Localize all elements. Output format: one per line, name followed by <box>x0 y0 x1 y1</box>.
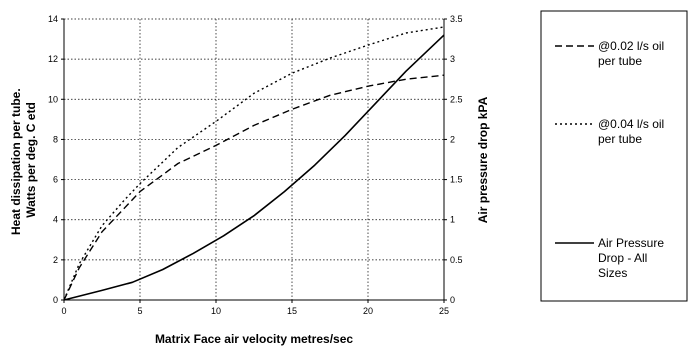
legend-label-3: Drop - All <box>598 251 647 265</box>
y-left-title-line-2: Watts per deg. C etd <box>24 102 38 218</box>
y-right-tick-label: 0 <box>450 295 455 305</box>
y-left-title-line-1: Heat dissipation per tube. <box>9 88 23 235</box>
plot-area <box>64 19 444 300</box>
series-line-1 <box>63 74 445 301</box>
y-left-tick-label: 2 <box>53 255 58 265</box>
y-left-tick-label: 14 <box>48 14 58 24</box>
x-axis-title: Matrix Face air velocity metres/sec <box>155 332 353 346</box>
legend-label-2: @0.04 l/s oil <box>598 117 664 131</box>
x-tick-label: 0 <box>61 306 66 316</box>
legend-label-3: Air Pressure <box>598 236 664 250</box>
y-left-tick-label: 0 <box>53 295 58 305</box>
y-left-tick-label: 4 <box>53 215 58 225</box>
series-line-3 <box>63 34 445 301</box>
y-left-tick-label: 12 <box>48 54 58 64</box>
y-right-tick-label: 1.5 <box>450 175 463 185</box>
y-right-tick-label: 2.5 <box>450 94 463 104</box>
legend-label-1: per tube <box>598 54 642 68</box>
grid-lines <box>64 18 444 300</box>
legend-box <box>540 10 688 302</box>
y-right-tick-label: 3 <box>450 54 455 64</box>
y-right-tick-label: 3.5 <box>450 14 463 24</box>
x-tick-label: 20 <box>363 306 373 316</box>
legend-label-3: Sizes <box>598 266 627 280</box>
y-right-tick-label: 2 <box>450 134 455 144</box>
y-right-tick-label: 0.5 <box>450 255 463 265</box>
legend-label-1: @0.02 l/s oil <box>598 39 664 53</box>
x-tick-label: 15 <box>287 306 297 316</box>
y-right-axis-title: Air pressure drop kPA <box>476 96 490 223</box>
x-tick-label: 10 <box>211 306 221 316</box>
axes <box>61 18 447 303</box>
y-left-axis-title: Heat dissipation per tube. Watts per deg… <box>9 85 38 235</box>
y-left-tick-label: 6 <box>53 175 58 185</box>
series-line-2 <box>63 26 445 301</box>
legend-label-2: per tube <box>598 132 642 146</box>
y-left-tick-label: 8 <box>53 134 58 144</box>
x-tick-label: 25 <box>439 306 449 316</box>
y-left-tick-label: 10 <box>48 94 58 104</box>
y-right-tick-label: 1 <box>450 215 455 225</box>
x-tick-label: 5 <box>137 306 142 316</box>
series-lines <box>63 26 445 301</box>
